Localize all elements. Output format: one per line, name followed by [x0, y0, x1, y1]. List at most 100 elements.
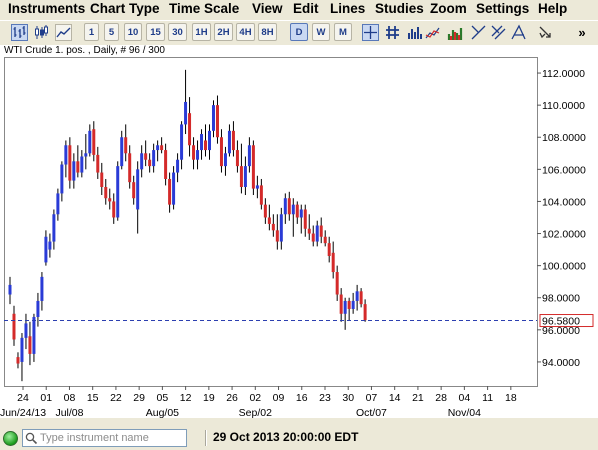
candle [100, 162, 104, 196]
bar-chart-icon[interactable] [11, 24, 28, 41]
candle-body [204, 140, 208, 151]
candle [267, 204, 271, 231]
candle [307, 214, 311, 240]
x-day-label: 21 [412, 392, 424, 404]
y-axis-ticks: 94.0000 96.0000 98.0000 100.0000 102.0000 104… [537, 68, 586, 369]
timescale-button-m[interactable]: M [334, 23, 352, 41]
y-tick-label: 110.0000 [542, 100, 585, 112]
candle [28, 321, 32, 366]
cursor-icon[interactable] [537, 24, 554, 41]
candle [156, 140, 160, 162]
candle-body [315, 225, 319, 242]
candles-volume-icon[interactable] [446, 24, 463, 41]
trendline-icon[interactable] [470, 24, 487, 41]
timescale-button-2h[interactable]: 2H [214, 23, 233, 41]
candle-body [275, 230, 279, 242]
timescale-button-1h[interactable]: 1H [192, 23, 211, 41]
candle [200, 129, 204, 160]
x-day-label: 04 [459, 392, 471, 404]
candle-body [227, 130, 231, 154]
candle [359, 288, 363, 308]
candle [140, 145, 144, 178]
timescale-button-10[interactable]: 10 [124, 23, 142, 41]
menu-edit[interactable]: Edit [293, 1, 319, 16]
candle-body [12, 313, 16, 340]
candle [68, 137, 72, 189]
menu-help[interactable]: Help [538, 1, 568, 16]
candle-body [223, 153, 227, 167]
candle [132, 175, 136, 205]
candle [219, 129, 223, 173]
candle-body [136, 169, 140, 210]
timescale-button-5[interactable]: 5 [104, 23, 119, 41]
y-tick-label: 108.0000 [542, 132, 586, 144]
x-day-label: 30 [342, 392, 354, 404]
timescale-button-8h[interactable]: 8H [258, 23, 277, 41]
chart-area[interactable]: WTI Crude 1. pos. , Daily, # 96 / 300 94… [0, 45, 598, 418]
candle [124, 124, 128, 162]
instrument-search-input[interactable] [40, 431, 182, 445]
candle [136, 161, 140, 234]
candle-body [156, 145, 160, 151]
candle-body [80, 156, 84, 173]
x-day-label: 28 [435, 392, 447, 404]
menu-instruments[interactable]: Instruments [8, 1, 86, 16]
channel-icon[interactable] [490, 24, 507, 41]
menu-time-scale[interactable]: Time Scale [169, 1, 240, 16]
candle-body [355, 291, 359, 301]
timescale-button-w[interactable]: W [312, 23, 330, 41]
candle [291, 198, 295, 237]
fibonacci-icon[interactable] [510, 24, 527, 41]
timescale-button-1[interactable]: 1 [84, 23, 99, 41]
plot-frame [4, 57, 538, 387]
timescale-button-d[interactable]: D [290, 23, 308, 41]
candle-body [231, 130, 235, 151]
candles-layer [8, 69, 367, 382]
candle-body [287, 198, 291, 215]
x-month-label: Sep/02 [239, 407, 272, 418]
candle [120, 130, 124, 170]
candle-body [295, 204, 299, 218]
grid-icon[interactable] [384, 24, 401, 41]
candle [315, 220, 319, 247]
x-day-label: 22 [110, 392, 122, 404]
menu-settings[interactable]: Settings [476, 1, 530, 16]
crosshair-icon[interactable] [362, 24, 379, 41]
line-chart-icon[interactable] [55, 24, 72, 41]
candle-body [243, 166, 247, 187]
candle-body [343, 300, 347, 314]
candle [351, 292, 355, 314]
candle [208, 124, 211, 160]
candle [355, 284, 359, 311]
more-icon[interactable]: » [578, 24, 586, 40]
menu-chart-type[interactable]: Chart Type [90, 1, 160, 16]
menu-lines[interactable]: Lines [330, 1, 366, 16]
y-tick-label: 106.0000 [542, 164, 586, 176]
candle [184, 69, 188, 135]
timescale-button-15[interactable]: 15 [146, 23, 165, 41]
candle-body [96, 154, 100, 173]
candle [172, 166, 176, 210]
volume-icon[interactable] [406, 24, 423, 41]
candle-body [303, 209, 307, 229]
x-month-label: Jun/24/13 [0, 407, 46, 418]
current-price-box [539, 314, 594, 328]
candle [327, 236, 331, 263]
menu-zoom[interactable]: Zoom [430, 1, 467, 16]
menu-studies[interactable]: Studies [375, 1, 424, 16]
studies-icon[interactable] [424, 24, 441, 41]
price-chart[interactable]: 94.0000 96.0000 98.0000 100.0000 102.0000 104… [0, 45, 598, 418]
candle [204, 124, 208, 157]
timescale-button-4h[interactable]: 4H [236, 23, 255, 41]
candle-body [32, 316, 36, 354]
menu-view[interactable]: View [252, 1, 283, 16]
timescale-button-30[interactable]: 30 [168, 23, 187, 41]
candle-body [132, 182, 136, 199]
x-month-label: Jul/08 [55, 407, 83, 418]
candle-body [104, 186, 108, 199]
candle-body [116, 166, 120, 218]
instrument-search-box[interactable] [22, 429, 187, 447]
candlestick-icon[interactable] [33, 24, 50, 41]
candle-body [120, 137, 124, 167]
candle-body [56, 193, 60, 215]
